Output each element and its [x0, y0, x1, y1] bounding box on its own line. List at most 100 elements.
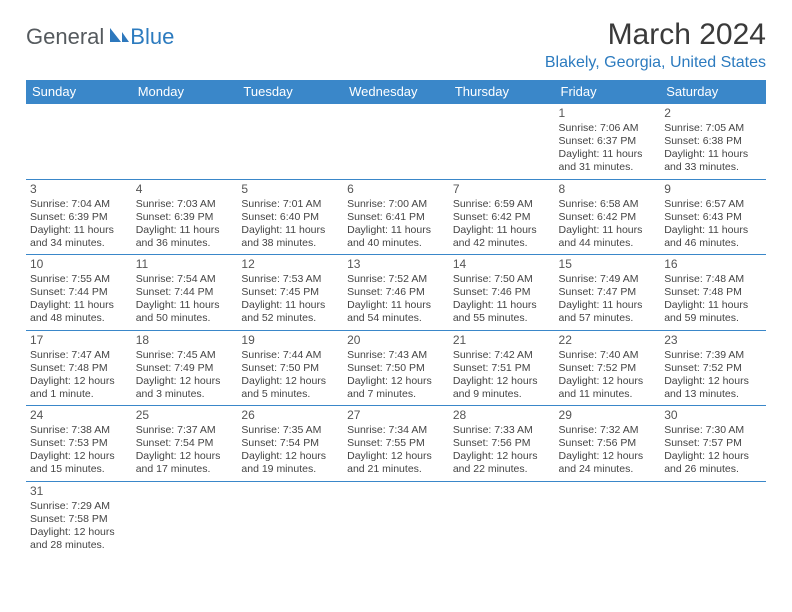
day-number: 9 [664, 182, 762, 197]
daylight-line: Daylight: 11 hours and 42 minutes. [453, 224, 551, 250]
sunrise-line: Sunrise: 7:40 AM [559, 349, 657, 362]
sunset-line: Sunset: 6:42 PM [559, 211, 657, 224]
sunset-line: Sunset: 7:56 PM [453, 437, 551, 450]
weekday-header: Monday [132, 80, 238, 104]
weekday-header: Saturday [660, 80, 766, 104]
sunrise-line: Sunrise: 7:05 AM [664, 122, 762, 135]
sunrise-line: Sunrise: 7:06 AM [559, 122, 657, 135]
day-number: 25 [136, 408, 234, 423]
sunset-line: Sunset: 7:56 PM [559, 437, 657, 450]
day-cell: 16Sunrise: 7:48 AMSunset: 7:48 PMDayligh… [660, 255, 766, 331]
day-number: 6 [347, 182, 445, 197]
day-cell: 27Sunrise: 7:34 AMSunset: 7:55 PMDayligh… [343, 406, 449, 482]
title-block: March 2024 Blakely, Georgia, United Stat… [545, 18, 766, 78]
sunset-line: Sunset: 6:42 PM [453, 211, 551, 224]
day-number: 21 [453, 333, 551, 348]
sunrise-line: Sunrise: 7:32 AM [559, 424, 657, 437]
empty-cell [449, 104, 555, 180]
day-number: 7 [453, 182, 551, 197]
sunrise-line: Sunrise: 7:30 AM [664, 424, 762, 437]
sunset-line: Sunset: 7:50 PM [241, 362, 339, 375]
day-number: 2 [664, 106, 762, 121]
calendar-row: 31Sunrise: 7:29 AMSunset: 7:58 PMDayligh… [26, 481, 766, 556]
sunset-line: Sunset: 7:55 PM [347, 437, 445, 450]
day-cell: 24Sunrise: 7:38 AMSunset: 7:53 PMDayligh… [26, 406, 132, 482]
day-cell: 21Sunrise: 7:42 AMSunset: 7:51 PMDayligh… [449, 330, 555, 406]
sunset-line: Sunset: 7:54 PM [241, 437, 339, 450]
calendar-row: 10Sunrise: 7:55 AMSunset: 7:44 PMDayligh… [26, 255, 766, 331]
sunrise-line: Sunrise: 7:49 AM [559, 273, 657, 286]
day-number: 13 [347, 257, 445, 272]
sunrise-line: Sunrise: 7:45 AM [136, 349, 234, 362]
sunrise-line: Sunrise: 7:54 AM [136, 273, 234, 286]
day-number: 8 [559, 182, 657, 197]
day-cell: 25Sunrise: 7:37 AMSunset: 7:54 PMDayligh… [132, 406, 238, 482]
sunset-line: Sunset: 6:37 PM [559, 135, 657, 148]
calendar-row: 1Sunrise: 7:06 AMSunset: 6:37 PMDaylight… [26, 104, 766, 180]
day-cell: 3Sunrise: 7:04 AMSunset: 6:39 PMDaylight… [26, 179, 132, 255]
day-cell: 10Sunrise: 7:55 AMSunset: 7:44 PMDayligh… [26, 255, 132, 331]
day-number: 17 [30, 333, 128, 348]
daylight-line: Daylight: 11 hours and 59 minutes. [664, 299, 762, 325]
day-number: 19 [241, 333, 339, 348]
daylight-line: Daylight: 12 hours and 3 minutes. [136, 375, 234, 401]
day-cell: 15Sunrise: 7:49 AMSunset: 7:47 PMDayligh… [555, 255, 661, 331]
weekday-header: Sunday [26, 80, 132, 104]
sunset-line: Sunset: 7:46 PM [453, 286, 551, 299]
day-cell: 18Sunrise: 7:45 AMSunset: 7:49 PMDayligh… [132, 330, 238, 406]
calendar-table: SundayMondayTuesdayWednesdayThursdayFrid… [26, 80, 766, 556]
daylight-line: Daylight: 11 hours and 31 minutes. [559, 148, 657, 174]
daylight-line: Daylight: 12 hours and 1 minute. [30, 375, 128, 401]
sunset-line: Sunset: 7:51 PM [453, 362, 551, 375]
daylight-line: Daylight: 12 hours and 24 minutes. [559, 450, 657, 476]
day-number: 28 [453, 408, 551, 423]
daylight-line: Daylight: 12 hours and 13 minutes. [664, 375, 762, 401]
daylight-line: Daylight: 12 hours and 15 minutes. [30, 450, 128, 476]
sunset-line: Sunset: 6:40 PM [241, 211, 339, 224]
daylight-line: Daylight: 11 hours and 57 minutes. [559, 299, 657, 325]
sunset-line: Sunset: 7:49 PM [136, 362, 234, 375]
sunrise-line: Sunrise: 7:38 AM [30, 424, 128, 437]
daylight-line: Daylight: 11 hours and 38 minutes. [241, 224, 339, 250]
sunrise-line: Sunrise: 7:34 AM [347, 424, 445, 437]
sunset-line: Sunset: 6:39 PM [30, 211, 128, 224]
daylight-line: Daylight: 11 hours and 40 minutes. [347, 224, 445, 250]
day-number: 10 [30, 257, 128, 272]
empty-cell [449, 481, 555, 556]
day-number: 12 [241, 257, 339, 272]
sunset-line: Sunset: 7:47 PM [559, 286, 657, 299]
day-number: 31 [30, 484, 128, 499]
day-cell: 1Sunrise: 7:06 AMSunset: 6:37 PMDaylight… [555, 104, 661, 180]
daylight-line: Daylight: 12 hours and 9 minutes. [453, 375, 551, 401]
daylight-line: Daylight: 12 hours and 5 minutes. [241, 375, 339, 401]
daylight-line: Daylight: 11 hours and 44 minutes. [559, 224, 657, 250]
day-number: 14 [453, 257, 551, 272]
sunrise-line: Sunrise: 7:43 AM [347, 349, 445, 362]
sunrise-line: Sunrise: 7:55 AM [30, 273, 128, 286]
daylight-line: Daylight: 12 hours and 21 minutes. [347, 450, 445, 476]
logo-text-blue: Blue [130, 24, 174, 50]
daylight-line: Daylight: 11 hours and 55 minutes. [453, 299, 551, 325]
sunrise-line: Sunrise: 7:37 AM [136, 424, 234, 437]
daylight-line: Daylight: 11 hours and 52 minutes. [241, 299, 339, 325]
weekday-header: Tuesday [237, 80, 343, 104]
day-cell: 14Sunrise: 7:50 AMSunset: 7:46 PMDayligh… [449, 255, 555, 331]
weekday-header: Thursday [449, 80, 555, 104]
day-number: 4 [136, 182, 234, 197]
empty-cell [237, 104, 343, 180]
sunset-line: Sunset: 6:39 PM [136, 211, 234, 224]
day-number: 16 [664, 257, 762, 272]
sunrise-line: Sunrise: 7:00 AM [347, 198, 445, 211]
header: General Blue March 2024 Blakely, Georgia… [26, 18, 766, 78]
day-cell: 23Sunrise: 7:39 AMSunset: 7:52 PMDayligh… [660, 330, 766, 406]
sunset-line: Sunset: 7:50 PM [347, 362, 445, 375]
sunrise-line: Sunrise: 7:03 AM [136, 198, 234, 211]
day-number: 18 [136, 333, 234, 348]
day-number: 20 [347, 333, 445, 348]
empty-cell [132, 104, 238, 180]
daylight-line: Daylight: 11 hours and 34 minutes. [30, 224, 128, 250]
day-cell: 26Sunrise: 7:35 AMSunset: 7:54 PMDayligh… [237, 406, 343, 482]
location-text: Blakely, Georgia, United States [545, 54, 766, 72]
daylight-line: Daylight: 12 hours and 28 minutes. [30, 526, 128, 552]
empty-cell [555, 481, 661, 556]
